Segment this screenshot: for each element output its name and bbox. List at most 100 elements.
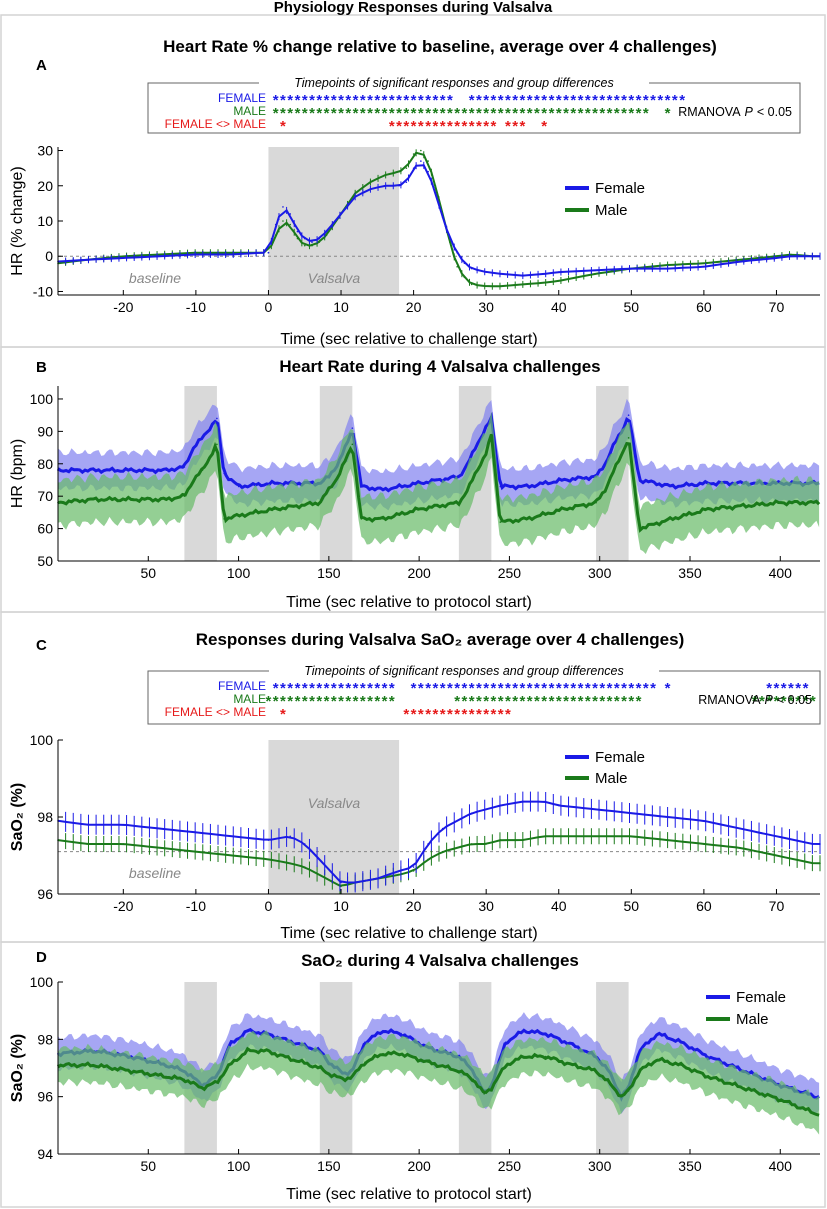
- significance-star: *: [440, 706, 446, 723]
- data-point: [311, 244, 313, 247]
- significance-star: *: [432, 118, 438, 135]
- significance-star: *: [795, 680, 801, 697]
- data-point: [86, 258, 88, 261]
- x-axis-label: Time (sec relative to protocol start): [286, 594, 532, 611]
- significance-star: *: [280, 92, 286, 109]
- data-point: [325, 234, 328, 236]
- significance-star: *: [628, 680, 634, 697]
- significance-star: *: [505, 92, 511, 109]
- significance-star: *: [512, 105, 518, 122]
- data-point: [346, 456, 348, 459]
- data-point: [441, 216, 444, 219]
- data-point: [282, 220, 284, 222]
- significance-star: *: [585, 680, 591, 697]
- data-point: [318, 237, 321, 240]
- significance-star: *: [491, 118, 497, 135]
- significance-star: *: [403, 105, 409, 122]
- data-point: [289, 835, 292, 838]
- significance-star: *: [505, 680, 511, 697]
- data-point: [595, 501, 597, 504]
- legend-entry-female: Female: [706, 989, 786, 1006]
- x-tick-label: -10: [186, 898, 206, 914]
- data-point: [158, 253, 161, 256]
- significance-box: Timepoints of significant responses and …: [147, 76, 801, 135]
- data-point: [183, 466, 186, 468]
- data-point: [739, 258, 741, 261]
- significance-star: *: [266, 693, 272, 710]
- significance-star: *: [657, 92, 663, 109]
- panel-b-axes: 50 100 150 200 250 300 350 400 50 60 70 80 90 100 Time…: [9, 386, 820, 611]
- significance-star: *: [607, 92, 613, 109]
- significance-star: *: [505, 105, 511, 122]
- data-point: [216, 417, 218, 420]
- significance-star: *: [316, 693, 322, 710]
- significance-star: *: [469, 706, 475, 723]
- significance-star: *: [287, 92, 293, 109]
- y-tick-label: 20: [37, 178, 53, 194]
- data-point: [351, 1075, 354, 1078]
- significance-star: *: [331, 92, 337, 109]
- data-point: [557, 835, 560, 838]
- significance-star: *: [454, 118, 460, 135]
- y-tick-label: 100: [30, 732, 54, 748]
- significance-star: *: [578, 680, 584, 697]
- significance-star: *: [454, 706, 460, 723]
- significance-star: *: [418, 680, 424, 697]
- y-tick-label: 100: [30, 391, 54, 407]
- x-tick-label: -20: [113, 299, 133, 315]
- data-point: [490, 1087, 493, 1089]
- significance-star: *: [374, 105, 380, 122]
- valsalva-shaded-region: [268, 147, 400, 295]
- x-tick-label: 40: [551, 898, 567, 914]
- significance-star: *: [621, 693, 627, 710]
- y-tick-label: 50: [37, 553, 53, 569]
- data-point: [543, 281, 546, 284]
- y-axis-label: HR (% change): [9, 166, 26, 275]
- data-point: [398, 184, 400, 187]
- data-point: [328, 1072, 330, 1075]
- significance-star: *: [570, 105, 576, 122]
- data-point: [638, 1070, 641, 1072]
- significance-star: *: [309, 105, 315, 122]
- series-line: [57, 800, 821, 884]
- y-tick-label: 98: [37, 1031, 53, 1047]
- significance-star: *: [309, 680, 315, 697]
- significance-star: *: [425, 92, 431, 109]
- legend-entry-male: Male: [565, 202, 628, 219]
- data-point: [165, 1075, 168, 1078]
- data-point: [470, 812, 473, 814]
- significance-star: *: [447, 706, 453, 723]
- significance-star: *: [469, 118, 475, 135]
- significance-star: *: [353, 693, 359, 710]
- data-point: [382, 1029, 384, 1032]
- series-line: [57, 164, 820, 277]
- data-point: [811, 255, 814, 258]
- significance-star: *: [280, 680, 286, 697]
- significance-star: *: [592, 680, 598, 697]
- data-point: [458, 475, 460, 478]
- significance-star: *: [759, 693, 765, 710]
- y-tick-label: 96: [37, 1089, 53, 1105]
- significance-star: *: [534, 693, 540, 710]
- significance-star: *: [665, 680, 671, 697]
- data-point: [318, 241, 321, 243]
- significance-star: *: [454, 105, 460, 122]
- significance-star: *: [403, 92, 409, 109]
- data-point: [122, 843, 125, 845]
- data-point: [274, 234, 277, 236]
- data-point: [485, 843, 487, 845]
- data-point: [483, 1093, 485, 1095]
- x-axis-label: Time (sec relative to protocol start): [286, 1186, 532, 1203]
- data-point: [638, 1050, 641, 1052]
- significance-star: *: [498, 680, 504, 697]
- valsalva-label: Valsalva: [308, 795, 361, 811]
- panel-d: D SaO₂ during 4 Valsalva challenges 50 100 1…: [9, 949, 820, 1203]
- data-point: [521, 800, 524, 803]
- x-tick-label: 350: [678, 565, 702, 581]
- significance-star: *: [599, 693, 605, 710]
- significance-star: *: [353, 680, 359, 697]
- significance-star: *: [280, 693, 286, 710]
- data-point: [656, 1058, 659, 1061]
- significance-star: *: [788, 680, 794, 697]
- data-point: [246, 1029, 249, 1032]
